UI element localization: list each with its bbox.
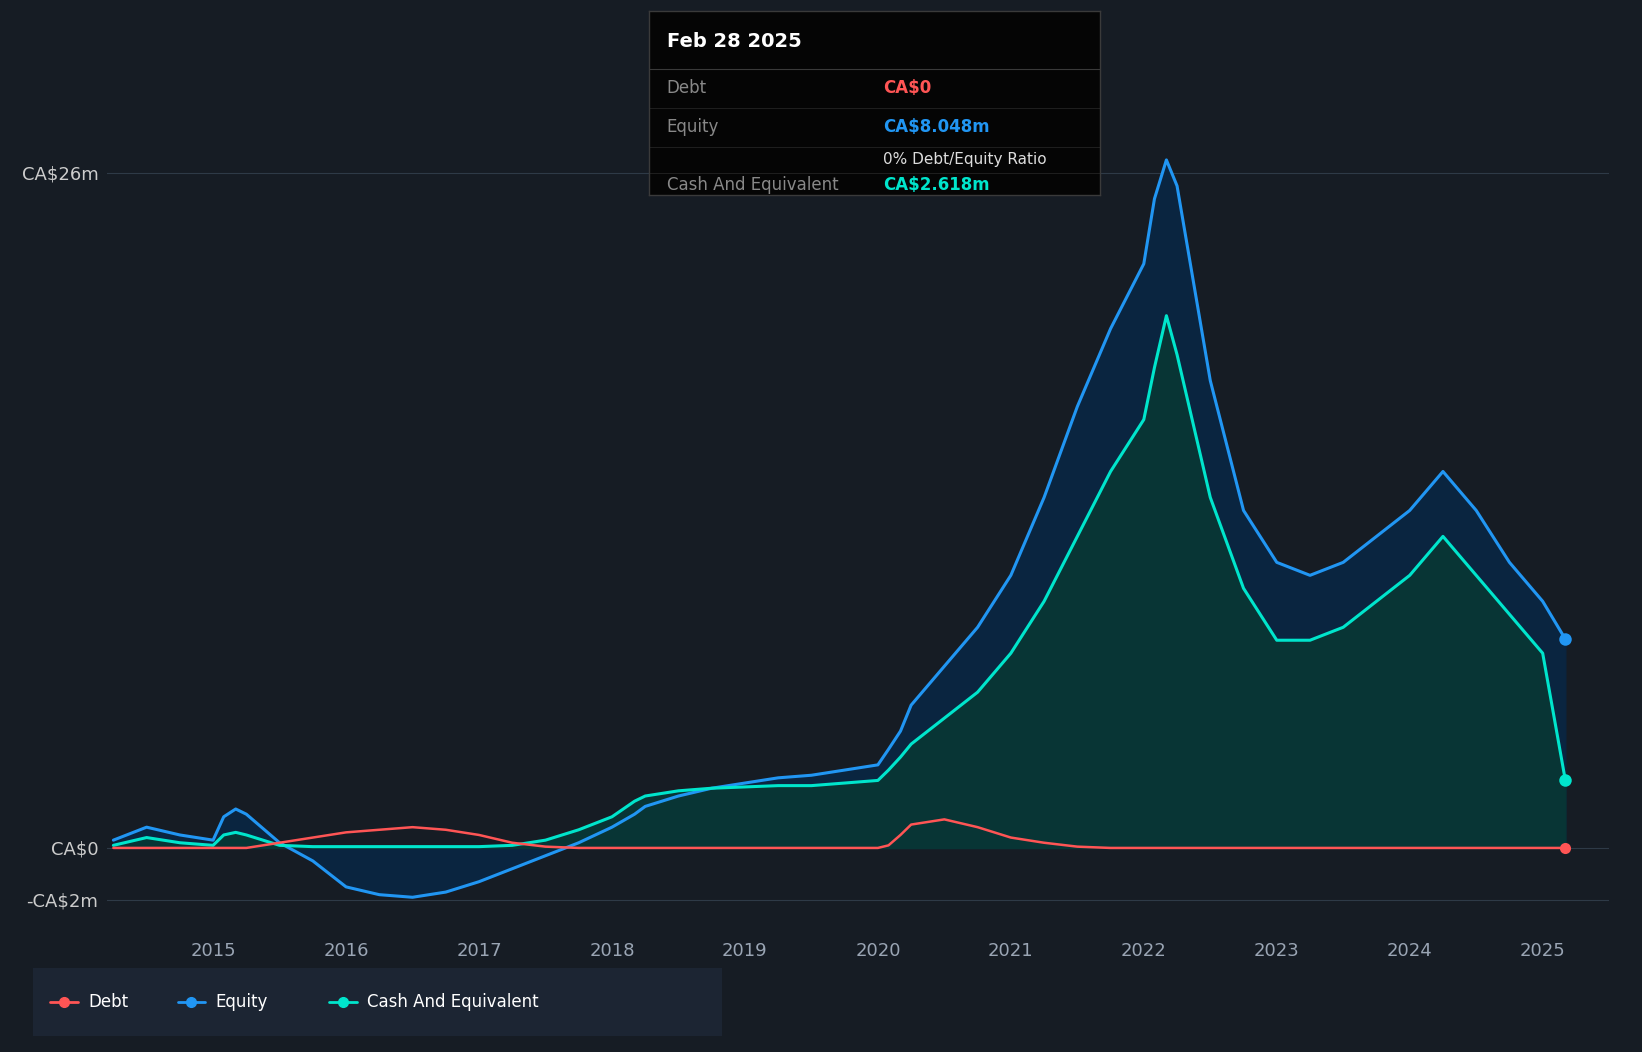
Text: Cash And Equivalent: Cash And Equivalent <box>667 177 839 195</box>
Text: CA$0: CA$0 <box>883 79 931 97</box>
Text: Cash And Equivalent: Cash And Equivalent <box>368 993 539 1011</box>
Text: Equity: Equity <box>667 118 719 136</box>
Text: Debt: Debt <box>89 993 128 1011</box>
Text: Feb 28 2025: Feb 28 2025 <box>667 33 801 52</box>
Text: Debt: Debt <box>667 79 706 97</box>
Text: CA$2.618m: CA$2.618m <box>883 177 990 195</box>
Text: 0% Debt/Equity Ratio: 0% Debt/Equity Ratio <box>883 153 1048 167</box>
Text: Equity: Equity <box>215 993 268 1011</box>
Text: CA$8.048m: CA$8.048m <box>883 118 990 136</box>
